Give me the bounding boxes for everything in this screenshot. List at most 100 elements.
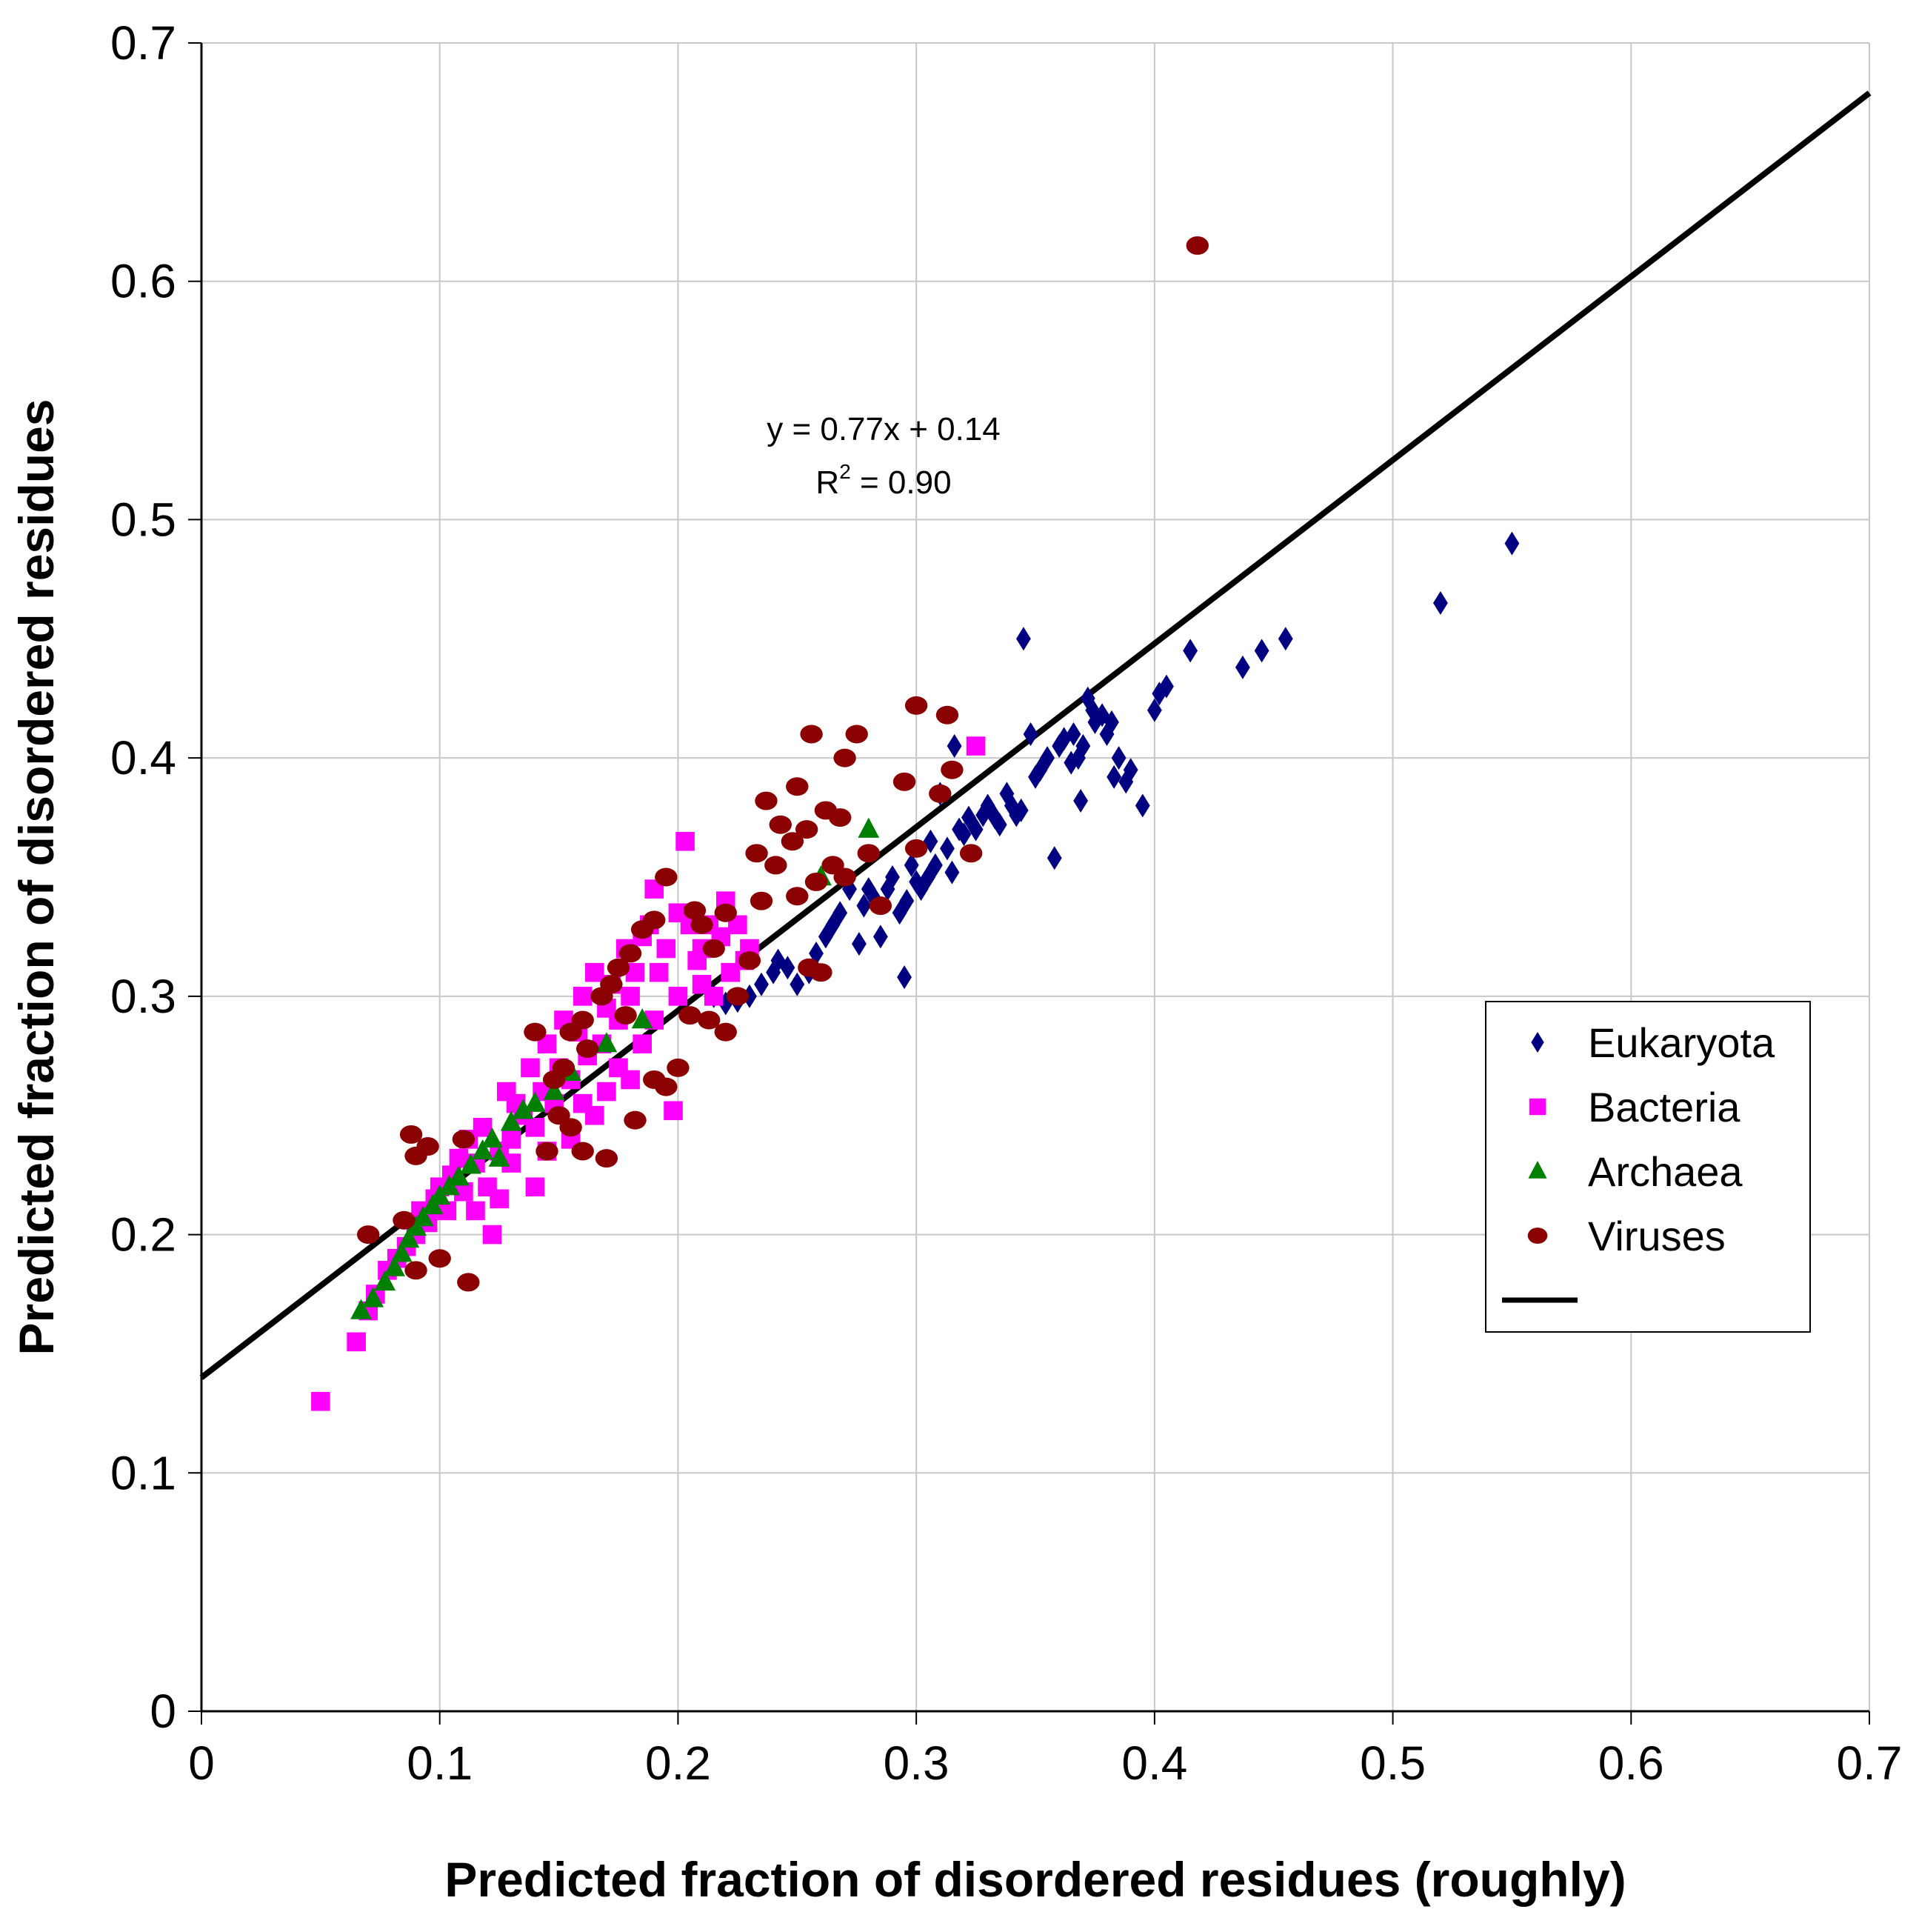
data-point-eukaryota	[790, 972, 805, 996]
data-point-eukaryota	[872, 925, 888, 949]
data-point-bacteria	[692, 974, 712, 994]
x-tick-labels: 0 0.1 0.2 0.3 0.4 0.5 0.6 0.7	[188, 1736, 1902, 1790]
data-point-eukaryota	[861, 877, 876, 902]
data-point-archaea	[500, 1110, 522, 1131]
data-point-viruses	[959, 844, 983, 863]
data-point-archaea	[472, 1139, 494, 1160]
y-tick-label: 0.2	[110, 1208, 176, 1262]
data-point-bacteria	[482, 1225, 502, 1245]
data-point-eukaryota	[818, 925, 833, 949]
data-point-viruses	[764, 856, 787, 875]
data-point-viruses	[399, 1125, 423, 1144]
data-point-viruses	[630, 920, 654, 939]
data-point-eukaryota	[825, 913, 841, 937]
data-point-eukaryota	[852, 932, 867, 956]
data-point-eukaryota	[1073, 789, 1089, 813]
data-point-archaea	[631, 1008, 653, 1029]
data-point-viruses	[404, 1261, 427, 1280]
data-point-eukaryota	[909, 870, 924, 894]
data-point-eukaryota	[1504, 531, 1520, 556]
data-point-viruses	[786, 777, 809, 796]
data-point-viruses	[535, 1142, 558, 1161]
data-point-eukaryota	[832, 901, 848, 925]
data-point-viruses	[755, 791, 778, 810]
data-point-eukaryota	[1075, 734, 1091, 759]
data-point-eukaryota	[961, 805, 976, 830]
data-point-viruses	[810, 963, 832, 982]
data-point-eukaryota	[897, 965, 912, 990]
data-point-eukaryota	[842, 877, 857, 902]
data-point-eukaryota	[892, 901, 907, 925]
data-point-archaea	[398, 1228, 420, 1248]
data-point-viruses	[678, 1006, 701, 1025]
data-point-bacteria	[621, 987, 640, 1006]
data-point-viruses	[904, 696, 928, 715]
data-point-viruses	[769, 815, 792, 834]
data-point-eukaryota	[1064, 750, 1079, 775]
data-point-bacteria	[649, 962, 669, 982]
legend: Eukaryota Bacteria Archaea Viruses	[1485, 1001, 1811, 1333]
x-axis-title: Predicted fraction of disordered residue…	[444, 1852, 1626, 1907]
data-point-viruses	[655, 867, 678, 887]
data-point-eukaryota	[904, 853, 919, 877]
data-point-eukaryota	[1152, 682, 1167, 706]
legend-label-archaea: Archaea	[1588, 1148, 1743, 1195]
data-point-eukaryota	[856, 893, 872, 918]
data-point-eukaryota	[1047, 846, 1062, 870]
legend-marker-eukaryota	[1531, 1032, 1544, 1053]
data-point-eukaryota	[1235, 655, 1250, 679]
legend-marker-bacteria	[1529, 1098, 1546, 1116]
r-squared-value: = 0.90	[851, 464, 952, 501]
data-point-viruses	[575, 1039, 599, 1059]
data-point-viruses	[655, 1077, 678, 1096]
legend-marker-archaea	[1528, 1161, 1547, 1179]
plot-area	[201, 43, 1869, 1711]
data-point-eukaryota	[1278, 627, 1293, 651]
data-point-eukaryota	[1135, 793, 1150, 818]
data-point-eukaryota	[1432, 591, 1448, 616]
data-point-bacteria	[585, 962, 604, 982]
data-point-viruses	[935, 705, 959, 724]
data-point-viruses	[452, 1130, 475, 1149]
y-tick-label: 0.1	[110, 1446, 176, 1499]
x-tick-label: 0.4	[1121, 1736, 1187, 1790]
data-point-archaea	[362, 1287, 384, 1308]
data-point-archaea	[460, 1153, 481, 1174]
data-point-viruses	[786, 887, 809, 906]
data-point-eukaryota	[1032, 758, 1048, 782]
data-point-viruses	[714, 1022, 737, 1042]
data-point-viruses	[738, 951, 761, 970]
r-squared-prefix: R	[815, 464, 839, 501]
data-point-viruses	[428, 1249, 451, 1268]
data-point-eukaryota	[975, 803, 991, 827]
regression-annotation: y = 0.77x + 0.14 R2 = 0.90	[767, 411, 1001, 501]
data-points	[311, 236, 1520, 1411]
data-point-archaea	[543, 1079, 565, 1100]
x-tick-label: 0.7	[1837, 1736, 1903, 1790]
y-tick-label: 0.7	[110, 16, 176, 70]
data-point-viruses	[714, 903, 737, 922]
data-point-eukaryota	[1023, 722, 1038, 746]
data-point-viruses	[559, 1022, 582, 1042]
data-point-archaea	[448, 1165, 470, 1186]
data-point-eukaryota	[1254, 639, 1269, 663]
data-point-bacteria	[621, 1070, 640, 1090]
data-point-viruses	[595, 1149, 618, 1168]
data-point-eukaryota	[1004, 793, 1019, 818]
data-point-eukaryota	[1183, 639, 1198, 663]
x-tick-label: 0	[188, 1736, 215, 1790]
data-point-viruses	[804, 872, 828, 891]
data-point-viruses	[683, 901, 707, 920]
x-tick-label: 0.3	[884, 1736, 950, 1790]
data-point-archaea	[595, 1032, 618, 1053]
data-point-bacteria	[966, 736, 986, 756]
data-point-eukaryota	[944, 860, 960, 885]
data-point-viruses	[416, 1137, 439, 1156]
data-point-bacteria	[633, 1034, 652, 1053]
data-point-bacteria	[585, 1105, 604, 1125]
legend-label-bacteria: Bacteria	[1588, 1084, 1741, 1130]
data-point-bacteria	[311, 1391, 330, 1411]
data-point-viruses	[393, 1210, 415, 1230]
x-tick-label: 0.6	[1598, 1736, 1664, 1790]
